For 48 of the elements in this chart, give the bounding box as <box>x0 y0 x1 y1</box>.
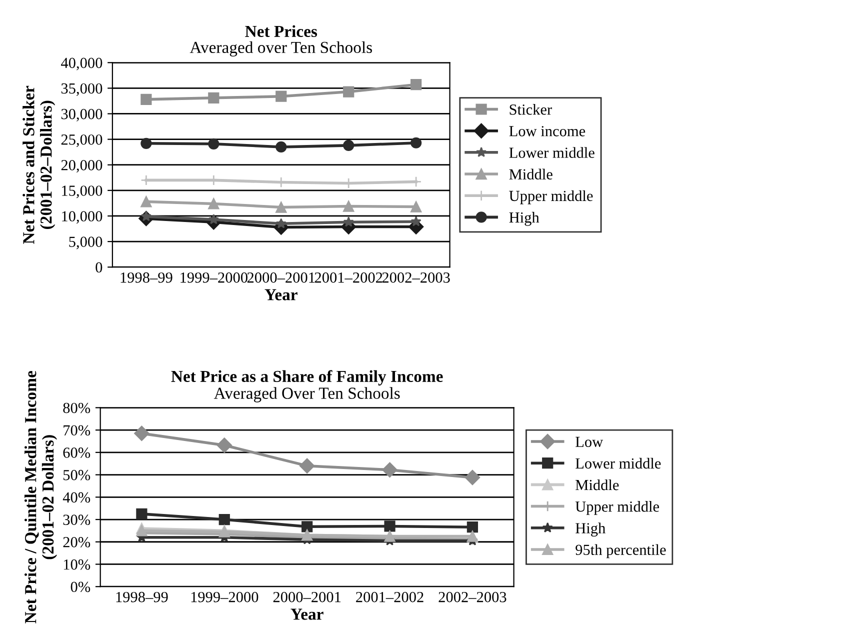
y-tick-label: 40,000 <box>61 58 102 70</box>
y-tick-label: 50% <box>64 470 90 480</box>
x-tick-label: 2000–2001 <box>247 272 315 283</box>
y-tick-label: 20,000 <box>61 160 102 173</box>
x-tick-label: 2000–2001 <box>273 592 341 602</box>
y-tick-label: 10,000 <box>62 211 102 224</box>
legend-label: Upper middle <box>575 501 660 515</box>
y-tick-label: 30,000 <box>61 108 102 122</box>
y-tick-label: 70% <box>64 425 90 436</box>
legend-label: Middle <box>509 168 552 180</box>
x-axis-title: Year <box>290 608 324 620</box>
legend-label: Sticker <box>510 104 552 115</box>
x-tick-label: 1998–99 <box>120 272 172 283</box>
legend-label: High <box>509 212 540 226</box>
y-tick-label: 20% <box>63 537 90 548</box>
y-tick-label: 0% <box>70 582 90 592</box>
y-axis-title: Net Price / Quintile Median Income (2001–02 Dollars) <box>24 370 58 624</box>
legend-label: High <box>576 522 606 537</box>
y-tick-label: 5,000 <box>69 236 102 250</box>
chart-subtitle: Averaged over Ten Schools <box>190 41 372 56</box>
x-tick-label: 2001–2002 <box>356 592 424 602</box>
y-tick-label: 25,000 <box>61 134 102 147</box>
y-tick-label: 30% <box>63 514 90 526</box>
chart-subtitle: Averaged Over Ten Schools <box>214 387 400 402</box>
chart-title: Net Price as a Share of Family Income <box>171 370 443 386</box>
legend-label: Lower middle <box>576 458 661 469</box>
y-tick-label: 60% <box>63 448 90 458</box>
x-tick-label: 2001–2002 <box>314 272 382 283</box>
x-tick-label: 1998–99 <box>116 592 168 602</box>
x-tick-label: 2002–2003 <box>382 272 450 283</box>
x-tick-label: 1999–2000 <box>180 272 248 283</box>
y-tick-label: 15,000 <box>62 186 102 198</box>
chart-title: Net Prices <box>245 25 318 38</box>
x-tick-label: 1999–2000 <box>191 592 258 602</box>
x-axis-title: Year <box>264 289 298 300</box>
legend-label: Low income <box>509 126 586 136</box>
y-tick-label: 80% <box>63 402 90 414</box>
x-tick-label: 2002–2003 <box>438 592 506 602</box>
y-axis-title: Net Prices and Sticker (2001–02–Dollars) <box>22 86 56 244</box>
y-tick-label: 40% <box>62 492 90 503</box>
legend-label: Middle <box>576 479 619 490</box>
legend-label: Upper middle <box>509 190 593 204</box>
y-tick-label: 0 <box>96 262 102 273</box>
legend-label: 95th percentile <box>576 544 666 558</box>
legend-label: Low <box>576 436 604 448</box>
y-tick-label: 35,000 <box>61 83 102 96</box>
y-tick-label: 10% <box>64 559 90 570</box>
legend-label: Lower middle <box>509 147 594 158</box>
